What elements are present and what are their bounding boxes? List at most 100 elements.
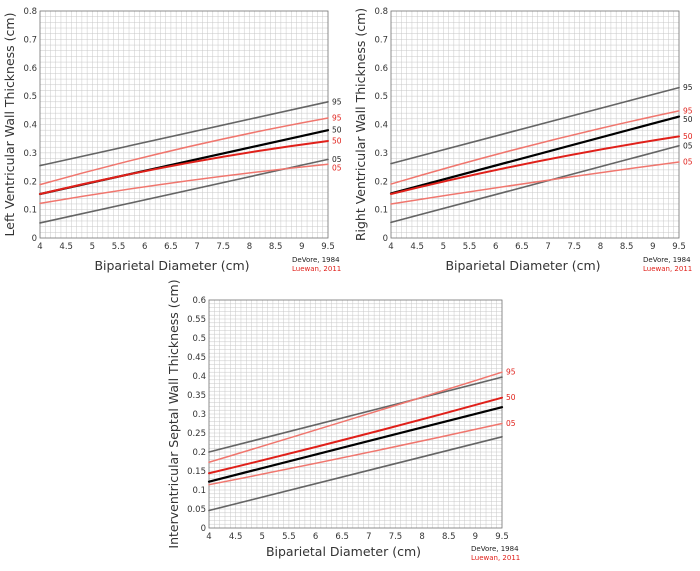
series-line-devore-95 — [39, 101, 329, 167]
percentile-label: 95 — [683, 83, 693, 92]
plot-frame — [390, 10, 680, 239]
y-axis-title: Left Ventricular Wall Thickness (cm) — [2, 13, 17, 237]
credit-luewan: Luewan, 2011 — [471, 554, 520, 562]
x-tick-label: 6 — [493, 242, 498, 252]
percentile-label: 50 — [332, 126, 342, 135]
x-tick-label: 4.5 — [410, 242, 424, 252]
x-tick-label: 9.5 — [321, 242, 335, 252]
x-axis-title: Biparietal Diameter (cm) — [94, 258, 249, 273]
x-tick-label: 5 — [90, 242, 95, 252]
x-tick-label: 8.5 — [620, 242, 634, 252]
x-tick-label: 7.5 — [568, 242, 582, 252]
percentile-label: 05 — [506, 419, 516, 428]
series-line-devore-50 — [389, 115, 681, 195]
x-tick-label: 6 — [142, 242, 147, 252]
grid — [39, 10, 329, 239]
series-line-luewan-50 — [39, 139, 329, 196]
x-tick-label: 7.5 — [217, 242, 231, 252]
series-line-luewan-05 — [390, 161, 680, 205]
series-line-luewan-50 — [390, 135, 680, 196]
percentile-label: 50 — [506, 393, 516, 402]
series-line-luewan-05 — [39, 163, 329, 205]
x-tick-label: 8 — [419, 532, 424, 542]
x-tick-label: 4.5 — [229, 532, 243, 542]
chart-left-ventricular-wall: 4 4.5 5 5.5 6 6.5 7 7.5 8 8.5 9 9.5 0 0.1 0.2 0.3 0.4 0.5… — [2, 7, 342, 273]
y-tick-label: 0.2 — [192, 448, 206, 458]
credit-luewan: Luewan, 2011 — [292, 265, 341, 273]
series-line-luewan-05 — [208, 422, 503, 486]
y-tick-label: 0.4 — [23, 121, 37, 131]
x-tick-label: 9 — [650, 242, 655, 252]
y-tick-label: 0 — [383, 234, 388, 244]
credit-devore: DeVore, 1984 — [643, 256, 691, 264]
y-tick-label: 0.8 — [23, 7, 37, 17]
percentile-label: 95 — [332, 113, 342, 122]
percentile-label: 50 — [683, 115, 693, 124]
x-tick-label: 8 — [598, 242, 603, 252]
percentile-label: 95 — [683, 106, 693, 115]
series-line-luewan-95 — [39, 117, 329, 186]
y-tick-label: 0.1 — [23, 206, 37, 216]
percentile-label: 95 — [332, 97, 342, 106]
grid — [208, 299, 503, 529]
x-tick-label: 6.5 — [515, 242, 529, 252]
x-tick-label: 5.5 — [282, 532, 296, 542]
y-tick-label: 0.7 — [23, 35, 37, 45]
credit-devore: DeVore, 1984 — [471, 545, 519, 553]
y-tick-label: 0.45 — [187, 353, 206, 363]
credit-luewan: Luewan, 2011 — [643, 265, 692, 273]
plot-frame — [39, 10, 329, 239]
y-tick-label: 0.15 — [187, 467, 206, 477]
y-tick-label: 0.3 — [192, 410, 206, 420]
percentile-label: 50 — [332, 136, 342, 145]
credit-devore: DeVore, 1984 — [292, 256, 340, 264]
x-tick-label: 5 — [441, 242, 446, 252]
percentile-label: 05 — [332, 155, 342, 164]
x-tick-label: 4 — [388, 242, 393, 252]
y-tick-label: 0.4 — [374, 121, 388, 131]
series-line-devore-95 — [208, 376, 503, 453]
y-tick-label: 0.8 — [374, 7, 388, 17]
x-tick-label: 5.5 — [112, 242, 126, 252]
x-axis-title: Biparietal Diameter (cm) — [266, 544, 421, 559]
x-tick-label: 4 — [37, 242, 42, 252]
x-tick-label: 4.5 — [59, 242, 73, 252]
y-tick-label: 0.2 — [23, 177, 37, 187]
y-tick-label: 0 — [32, 234, 37, 244]
y-tick-label: 0.1 — [374, 206, 388, 216]
y-tick-label: 0.5 — [23, 92, 37, 102]
y-tick-label: 0.05 — [187, 505, 206, 515]
percentile-label: 05 — [683, 141, 693, 150]
x-tick-label: 5.5 — [463, 242, 477, 252]
series-line-devore-05 — [390, 144, 680, 224]
x-tick-label: 6 — [313, 532, 318, 542]
series-line-luewan-50 — [208, 396, 503, 475]
y-tick-label: 0.3 — [374, 149, 388, 159]
y-tick-label: 0.7 — [374, 35, 388, 45]
y-tick-label: 0.1 — [192, 486, 206, 496]
percentile-label: 50 — [683, 132, 693, 141]
y-axis-title: Right Ventricular Wall Thickness (cm) — [353, 8, 368, 241]
x-tick-label: 9.5 — [495, 532, 509, 542]
x-tick-label: 8.5 — [442, 532, 456, 542]
x-tick-label: 7 — [194, 242, 199, 252]
y-tick-label: 0 — [201, 524, 206, 534]
x-tick-label: 9.5 — [672, 242, 686, 252]
x-tick-label: 9 — [473, 532, 478, 542]
x-tick-label: 7.5 — [389, 532, 403, 542]
y-tick-label: 0.3 — [23, 149, 37, 159]
x-tick-label: 8.5 — [269, 242, 283, 252]
chart-interventricular-septal-wall: 4 4.5 5 5.5 6 6.5 7 7.5 8 8.5 9 9.5 0 0.05 0.1 0.15 0.2 0… — [166, 279, 520, 562]
percentile-label: 05 — [683, 157, 693, 166]
series-line-devore-05 — [208, 436, 503, 512]
series-line-devore-50 — [207, 406, 504, 483]
y-tick-label: 0.6 — [374, 64, 388, 74]
y-tick-label: 0.5 — [192, 334, 206, 344]
chart-right-ventricular-wall: 4 4.5 5 5.5 6 6.5 7 7.5 8 8.5 9 9.5 0 0.1 0.2 0.3 0.4 0.5… — [353, 7, 693, 273]
y-tick-label: 0.35 — [187, 391, 206, 401]
x-tick-label: 7 — [366, 532, 371, 542]
x-tick-label: 7 — [545, 242, 550, 252]
grid — [390, 10, 680, 239]
y-tick-label: 0.55 — [187, 315, 206, 325]
